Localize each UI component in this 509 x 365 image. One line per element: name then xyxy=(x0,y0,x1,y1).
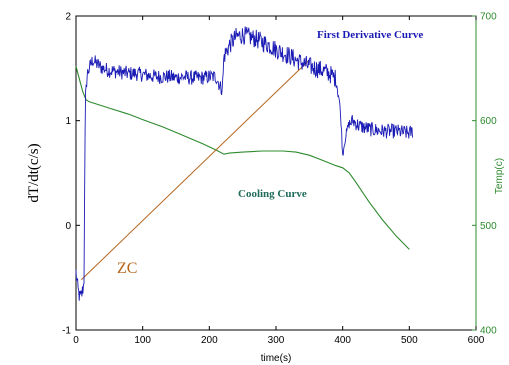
y-tick-label: 2 xyxy=(65,12,71,23)
x-tick-label: 500 xyxy=(401,335,418,346)
x-tick-label: 200 xyxy=(201,335,218,346)
y-axis-label: dT/dt(c/s) xyxy=(26,143,42,202)
x-tick-label: 0 xyxy=(73,335,79,346)
zc-baseline-line xyxy=(80,59,310,281)
plot-frame xyxy=(75,15,477,331)
y2-tick-label: 700 xyxy=(480,12,497,23)
x-tick-label: 300 xyxy=(268,335,285,346)
x-axis-label: time(s) xyxy=(261,353,292,364)
series-layer xyxy=(75,26,413,301)
y2-tick-label: 400 xyxy=(480,326,497,337)
y2-tick-label: 500 xyxy=(480,221,497,232)
x-tick-label: 100 xyxy=(134,335,151,346)
y2-tick-label: 600 xyxy=(480,116,497,127)
x-tick-label: 400 xyxy=(334,335,351,346)
y2-axis-label: Temp(c) xyxy=(494,158,505,194)
plot-area xyxy=(75,15,477,331)
x-tick-label: 600 xyxy=(468,335,485,346)
first-derivative-curve-line xyxy=(75,26,413,301)
annotation-derivative-label: First Derivative Curve xyxy=(317,29,423,41)
annotation-zc-label: ZC xyxy=(117,260,137,277)
y-tick-label: 0 xyxy=(65,221,71,232)
y-tick-label: 1 xyxy=(65,116,71,127)
cooling-curve-line xyxy=(75,66,410,250)
y-tick-label: -1 xyxy=(62,326,71,337)
annotation-cooling-label: Cooling Curve xyxy=(238,188,307,200)
